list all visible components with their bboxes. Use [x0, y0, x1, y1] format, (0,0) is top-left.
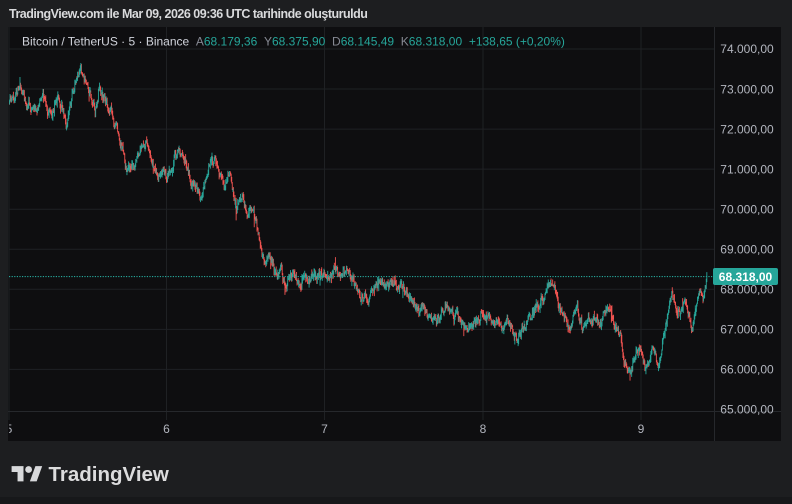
svg-text:69.000,00: 69.000,00	[720, 242, 774, 256]
svg-text:65.000,00: 65.000,00	[720, 403, 774, 417]
svg-text:74.000,00: 74.000,00	[720, 42, 774, 56]
svg-text:73.000,00: 73.000,00	[720, 82, 774, 96]
svg-text:8: 8	[480, 422, 487, 436]
svg-text:9: 9	[638, 422, 645, 436]
svg-text:7: 7	[321, 422, 328, 436]
svg-text:6: 6	[163, 422, 170, 436]
svg-text:70.000,00: 70.000,00	[720, 202, 774, 216]
svg-text:72.000,00: 72.000,00	[720, 122, 774, 136]
svg-text:TradingView.com ile Mar 09, 20: TradingView.com ile Mar 09, 2026 09:36 U…	[9, 7, 367, 21]
svg-text:Bitcoin / TetherUS · 5 · Binan: Bitcoin / TetherUS · 5 · Binance A68.179…	[22, 35, 565, 49]
svg-text:71.000,00: 71.000,00	[720, 162, 774, 176]
svg-text:66.000,00: 66.000,00	[720, 363, 774, 377]
svg-text:67.000,00: 67.000,00	[720, 323, 774, 337]
svg-text:68.318,00: 68.318,00	[719, 270, 773, 284]
svg-text:5: 5	[6, 422, 13, 436]
svg-text:68.000,00: 68.000,00	[720, 283, 774, 297]
svg-text:TradingView: TradingView	[49, 463, 169, 486]
